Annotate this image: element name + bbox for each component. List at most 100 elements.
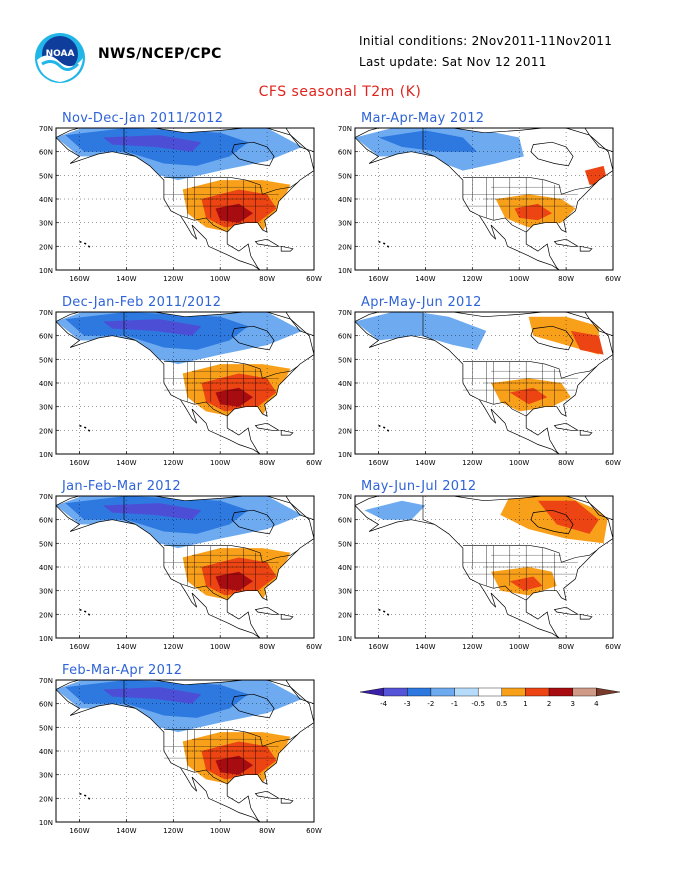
panel-title: Apr-May-Jun 2012 (361, 295, 482, 310)
lon-tick-label: 80W (259, 459, 275, 467)
svg-text:NOAA: NOAA (46, 49, 75, 59)
lat-tick-label: 40N (338, 196, 352, 204)
panel-title: Jan-Feb-Mar 2012 (62, 479, 181, 494)
colorbar-label: 0.5 (496, 700, 507, 708)
lat-tick-label: 60N (39, 517, 53, 525)
lon-tick-label: 100W (210, 459, 230, 467)
lon-tick-label: 100W (509, 275, 529, 283)
anomaly-region (364, 500, 426, 520)
lon-tick-label: 100W (509, 643, 529, 651)
lat-tick-label: 40N (338, 564, 352, 572)
colorbar-label: -0.5 (471, 700, 485, 708)
anomaly-region (537, 500, 599, 534)
lat-tick-label: 40N (39, 380, 53, 388)
lon-tick-label: 120W (462, 643, 482, 651)
lon-tick-label: 160W (368, 459, 388, 467)
lon-tick-label: 140W (116, 275, 136, 283)
lat-tick-label: 40N (39, 564, 53, 572)
lon-tick-label: 120W (462, 275, 482, 283)
lon-tick-label: 60W (306, 827, 322, 835)
map-panel: 70N 60N 50N 40N 30N 20N 10N 160W 140W 120W 100W 80W… (39, 493, 322, 651)
lon-tick-label: 80W (259, 275, 275, 283)
map-panel: 70N 60N 50N 40N 30N 20N 10N 160W 140W 120W 100W 80W… (338, 125, 621, 283)
lon-tick-label: 100W (210, 275, 230, 283)
lat-tick-label: 70N (39, 125, 53, 133)
lat-tick-label: 10N (338, 635, 352, 643)
lat-tick-label: 40N (338, 380, 352, 388)
map-panel: 70N 60N 50N 40N 30N 20N 10N 160W 140W 120W 100W 80W… (338, 309, 621, 467)
last-update-text: Last update: Sat Nov 12 2011 (359, 55, 547, 69)
lat-tick-label: 50N (338, 356, 352, 364)
lon-tick-label: 80W (259, 643, 275, 651)
colorbar-label: 3 (570, 700, 574, 708)
lon-tick-label: 160W (69, 459, 89, 467)
lat-tick-label: 60N (39, 701, 53, 709)
lat-tick-label: 10N (39, 635, 53, 643)
anomaly-region (570, 330, 604, 355)
lon-tick-label: 100W (210, 827, 230, 835)
lat-tick-label: 30N (39, 220, 53, 228)
lat-tick-label: 50N (39, 172, 53, 180)
initial-conditions-text: Initial conditions: 2Nov2011-11Nov2011 (359, 34, 613, 48)
lat-tick-label: 20N (39, 611, 53, 619)
lat-tick-label: 60N (39, 333, 53, 341)
colorbar-swatch (477, 687, 503, 697)
lon-tick-label: 120W (163, 643, 183, 651)
anomaly-region (509, 387, 548, 405)
anomaly-region (378, 130, 477, 152)
anomaly-region (102, 319, 202, 336)
colorbar-swatch (596, 687, 621, 697)
lat-tick-label: 30N (338, 588, 352, 596)
lon-tick-label: 140W (116, 643, 136, 651)
colorbar-swatch (359, 687, 384, 697)
panel-title: Nov-Dec-Jan 2011/2012 (62, 111, 224, 126)
lat-tick-label: 40N (39, 196, 53, 204)
lon-tick-label: 100W (210, 643, 230, 651)
lat-tick-label: 50N (39, 540, 53, 548)
lat-tick-label: 30N (338, 220, 352, 228)
lon-tick-label: 60W (306, 643, 322, 651)
lon-tick-label: 60W (306, 459, 322, 467)
lon-tick-label: 140W (116, 827, 136, 835)
lat-tick-label: 20N (338, 611, 352, 619)
chart-title: CFS seasonal T2m (K) (258, 84, 422, 100)
lat-tick-label: 30N (39, 588, 53, 596)
lat-tick-label: 30N (39, 772, 53, 780)
lon-tick-label: 120W (163, 459, 183, 467)
lat-tick-label: 70N (338, 493, 352, 501)
lat-tick-label: 60N (338, 333, 352, 341)
colorbar-label: -3 (404, 700, 411, 708)
colorbar-swatch (525, 687, 550, 697)
colorbar-swatch (383, 687, 408, 697)
lon-tick-label: 80W (259, 827, 275, 835)
colorbar-label: -4 (380, 700, 388, 708)
lon-tick-label: 60W (605, 643, 621, 651)
lon-tick-label: 140W (415, 275, 435, 283)
lon-tick-label: 140W (415, 459, 435, 467)
lon-tick-label: 160W (69, 827, 89, 835)
agency-label: NWS/NCEP/CPC (98, 46, 222, 62)
lon-tick-label: 80W (558, 643, 574, 651)
lat-tick-label: 50N (338, 540, 352, 548)
lat-tick-label: 10N (338, 451, 352, 459)
map-panel: 70N 60N 50N 40N 30N 20N 10N 160W 140W 120W 100W 80W… (39, 677, 322, 835)
colorbar-swatch (548, 687, 573, 697)
panel-title: May-Jun-Jul 2012 (361, 479, 477, 494)
colorbar-label: 2 (547, 700, 551, 708)
panel-title: Dec-Jan-Feb 2011/2012 (62, 295, 222, 310)
lat-tick-label: 10N (39, 819, 53, 827)
lat-tick-label: 60N (338, 149, 352, 157)
lat-tick-label: 70N (39, 309, 53, 317)
map-panel: 70N 60N 50N 40N 30N 20N 10N 160W 140W 120W 100W 80W… (39, 125, 322, 283)
colorbar-label: -1 (451, 700, 458, 708)
color-legend: -4 -3 -2 -1 -0.5 0.5 1 2 3 4 (359, 687, 621, 708)
lat-tick-label: 20N (338, 427, 352, 435)
panel-title: Mar-Apr-May 2012 (361, 111, 485, 126)
lon-tick-label: 140W (415, 643, 435, 651)
colorbar-swatch (407, 687, 432, 697)
lat-tick-label: 20N (338, 243, 352, 251)
lon-tick-label: 80W (558, 459, 574, 467)
lon-tick-label: 160W (368, 643, 388, 651)
lat-tick-label: 30N (338, 404, 352, 412)
map-panel: 70N 60N 50N 40N 30N 20N 10N 160W 140W 120W 100W 80W… (338, 493, 621, 651)
